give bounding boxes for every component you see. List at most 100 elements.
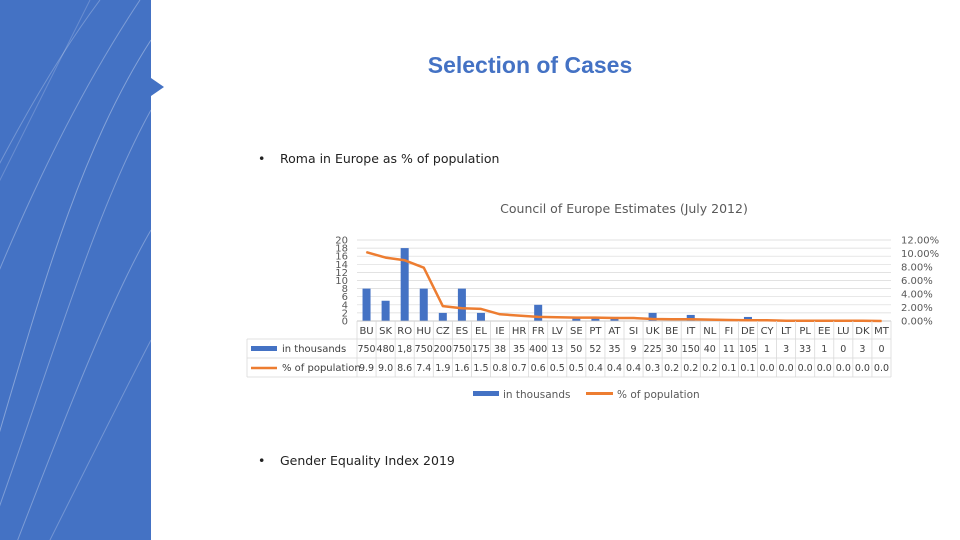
table-value: 0.5 bbox=[569, 363, 584, 374]
left-axis-tick: 18 bbox=[335, 244, 348, 255]
table-value: 750 bbox=[453, 344, 471, 355]
bar bbox=[572, 316, 581, 321]
line-point bbox=[842, 320, 844, 322]
left-axis-tick: 10 bbox=[335, 276, 348, 287]
category-label: CY bbox=[761, 326, 775, 337]
table-value: 40 bbox=[704, 344, 716, 355]
line-point bbox=[861, 320, 863, 322]
table-value: 35 bbox=[513, 344, 525, 355]
left-axis-tick: 0 bbox=[342, 317, 348, 328]
left-axis-tick: 12 bbox=[335, 268, 348, 279]
line-point bbox=[575, 317, 577, 319]
bar bbox=[743, 316, 752, 321]
table-value: 0.1 bbox=[721, 363, 736, 374]
slide-title: Selection of Cases bbox=[427, 52, 633, 78]
table-value: 1.9 bbox=[435, 363, 450, 374]
category-label: NL bbox=[703, 326, 716, 337]
category-label: LU bbox=[837, 326, 849, 337]
table-value: 11 bbox=[723, 344, 735, 355]
bullet-text: Gender Equality Index 2019 bbox=[280, 453, 455, 468]
line-point bbox=[594, 317, 596, 319]
table-value: 0.5 bbox=[550, 363, 565, 374]
category-label: LV bbox=[552, 326, 563, 337]
line-point bbox=[556, 316, 558, 318]
table-value: 150 bbox=[682, 344, 700, 355]
bar bbox=[438, 312, 447, 321]
line-point bbox=[518, 315, 520, 317]
chart-title: Council of Europe Estimates (July 2012) bbox=[500, 201, 748, 216]
bullet-roma: • Roma in Europe as % of population bbox=[258, 151, 499, 166]
table-value: 0.8 bbox=[492, 363, 507, 374]
table-value: 0.4 bbox=[626, 363, 641, 374]
table-value: 0.0 bbox=[779, 363, 794, 374]
table-value: 52 bbox=[589, 344, 601, 355]
line-point bbox=[690, 318, 692, 320]
table-value: 0.4 bbox=[607, 363, 622, 374]
right-axis-tick: 2.00% bbox=[901, 303, 933, 314]
table-value: 225 bbox=[644, 344, 662, 355]
legend-label: % of population bbox=[617, 389, 700, 401]
table-value: 0 bbox=[878, 344, 884, 355]
line-point bbox=[499, 313, 501, 315]
line-point bbox=[671, 318, 673, 320]
decor-curves bbox=[0, 0, 151, 540]
left-axis-tick: 6 bbox=[342, 292, 348, 303]
table-value: 33 bbox=[799, 344, 811, 355]
slide-arrow-marker bbox=[151, 78, 164, 96]
table-value: 0.0 bbox=[855, 363, 870, 374]
line-point bbox=[823, 320, 825, 322]
table-value: 38 bbox=[494, 344, 506, 355]
category-label: BU bbox=[359, 326, 373, 337]
bar bbox=[419, 288, 428, 321]
line-point bbox=[709, 319, 711, 321]
table-value: 0.7 bbox=[512, 363, 527, 374]
line-point bbox=[461, 307, 463, 309]
table-value: 0.0 bbox=[759, 363, 774, 374]
line-point bbox=[804, 320, 806, 322]
table-value: 0.2 bbox=[683, 363, 698, 374]
right-axis-tick: 8.00% bbox=[901, 263, 933, 274]
right-axis-tick: 4.00% bbox=[901, 290, 933, 301]
table-value: 9.0 bbox=[378, 363, 393, 374]
line-point bbox=[423, 267, 425, 269]
table-value: 0 bbox=[840, 344, 846, 355]
line-point bbox=[537, 316, 539, 318]
bar bbox=[362, 288, 371, 321]
line-point bbox=[632, 317, 635, 319]
table-value: 9.9 bbox=[359, 363, 374, 374]
table-value: 1,8 bbox=[397, 344, 412, 355]
bar bbox=[400, 248, 409, 321]
category-label: CZ bbox=[436, 326, 450, 337]
category-label: SE bbox=[570, 326, 583, 337]
bullet-marker: • bbox=[258, 151, 266, 166]
category-label: BE bbox=[665, 326, 678, 337]
category-label: RO bbox=[397, 326, 412, 337]
line-series-percent bbox=[366, 250, 882, 323]
table-value: 0.0 bbox=[798, 363, 813, 374]
left-axis-tick: 8 bbox=[342, 284, 348, 295]
category-label: ES bbox=[456, 326, 469, 337]
left-axis-tick: 4 bbox=[342, 300, 348, 311]
table-value: 0.3 bbox=[645, 363, 660, 374]
category-label: IT bbox=[686, 326, 696, 337]
table-value: 0.1 bbox=[740, 363, 755, 374]
table-value: 105 bbox=[739, 344, 757, 355]
table-value: 13 bbox=[551, 344, 563, 355]
bar bbox=[457, 288, 466, 321]
table-value: 30 bbox=[666, 344, 678, 355]
line-point bbox=[880, 320, 883, 322]
category-label: HU bbox=[416, 326, 431, 337]
bullet-gender-index: • Gender Equality Index 2019 bbox=[258, 453, 455, 468]
line-point bbox=[652, 318, 654, 320]
table-row-label: % of population bbox=[282, 363, 361, 374]
table-value: 750 bbox=[415, 344, 433, 355]
category-label: PT bbox=[589, 326, 602, 337]
legend-swatch-bar bbox=[473, 391, 499, 396]
line-point bbox=[480, 308, 482, 310]
category-label: SK bbox=[379, 326, 392, 337]
bullet-marker: • bbox=[258, 453, 266, 468]
table-value: 0.2 bbox=[702, 363, 717, 374]
table-value: 3 bbox=[783, 344, 789, 355]
line-point bbox=[785, 320, 787, 322]
category-label: DK bbox=[855, 326, 870, 337]
